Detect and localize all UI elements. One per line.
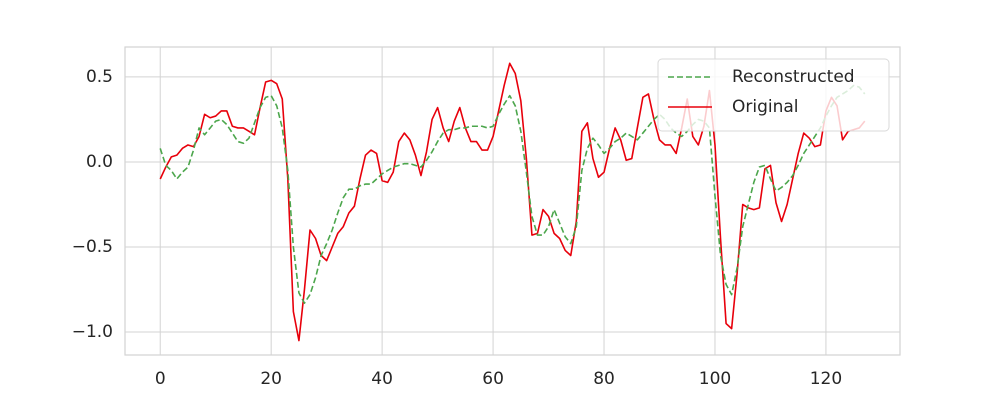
data-line bbox=[159, 84, 866, 304]
x-tick-label: 120 bbox=[810, 369, 842, 389]
x-tick-label: 100 bbox=[699, 369, 731, 389]
y-tick-label: 0.0 bbox=[86, 152, 113, 172]
x-tick-label: 20 bbox=[260, 369, 282, 389]
legend: Reconstructed Original bbox=[657, 58, 890, 132]
y-tick-label: −1.0 bbox=[72, 322, 113, 342]
x-tick-label: 40 bbox=[371, 369, 393, 389]
x-tick-label: 80 bbox=[593, 369, 615, 389]
legend-box bbox=[657, 58, 890, 132]
plot-frame bbox=[124, 46, 901, 356]
y-tick-label: −0.5 bbox=[72, 237, 113, 257]
legend-label: Reconstructed bbox=[732, 67, 855, 87]
y-tick-label: 0.5 bbox=[86, 67, 113, 87]
x-tick-label: 60 bbox=[482, 369, 504, 389]
x-tick-label: 0 bbox=[155, 369, 166, 389]
legend-label: Original bbox=[732, 97, 799, 117]
